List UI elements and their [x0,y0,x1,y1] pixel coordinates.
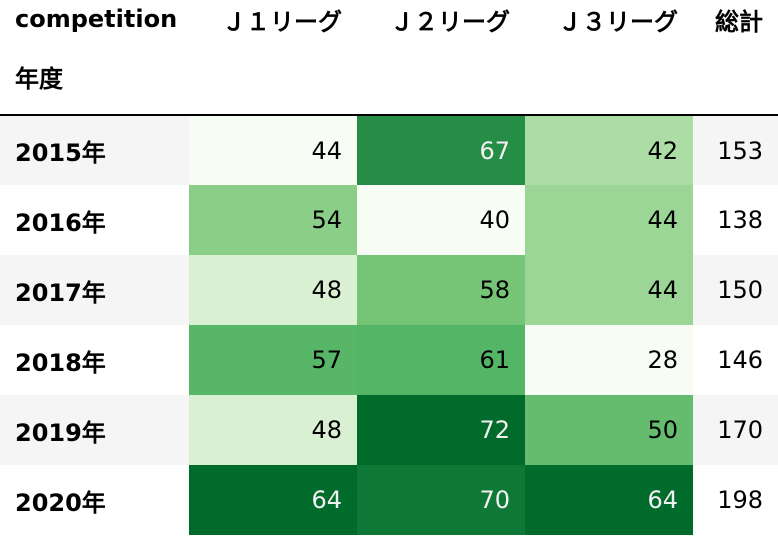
heatmap-cell: 44 [525,255,693,325]
total-cell: 150 [693,255,778,325]
column-header-j3: Ｊ３リーグ [558,7,678,36]
heatmap-cell: 64 [189,465,357,535]
heatmap-cell: 72 [357,395,525,465]
table-row: 2018年 57 61 28 146 [0,325,778,395]
heatmap-cell: 54 [189,185,357,255]
index-label: 年度 [15,64,63,93]
column-header-total: 総計 [715,7,763,36]
heatmap-cell: 64 [525,465,693,535]
heatmap-cell: 28 [525,325,693,395]
table-row: 2020年 64 70 64 198 [0,465,778,535]
total-cell: 170 [693,395,778,465]
row-label: 2019年 [0,395,189,465]
heatmap-cell: 67 [357,114,525,185]
heatmap-cell: 50 [525,395,693,465]
heatmap-cell: 44 [189,114,357,185]
heatmap-cell: 57 [189,325,357,395]
total-cell: 138 [693,185,778,255]
index-header-row: 年度 [0,38,778,115]
heatmap-cell: 58 [357,255,525,325]
heatmap-cell: 61 [357,325,525,395]
heatmap-cell: 48 [189,395,357,465]
heatmap-cell: 48 [189,255,357,325]
corner-label: competition [15,5,178,33]
row-label: 2016年 [0,185,189,255]
total-cell: 153 [693,114,778,185]
heatmap-cell: 42 [525,114,693,185]
table-row: 2017年 48 58 44 150 [0,255,778,325]
total-cell: 198 [693,465,778,535]
heatmap-cell: 70 [357,465,525,535]
row-label: 2018年 [0,325,189,395]
row-label: 2015年 [0,114,189,185]
column-header-j1: Ｊ１リーグ [222,7,342,36]
row-label: 2017年 [0,255,189,325]
column-header-j2: Ｊ２リーグ [390,7,510,36]
row-label: 2020年 [0,465,189,535]
table-row: 2019年 48 72 50 170 [0,395,778,465]
table-body: 2015年 44 67 42 153 2016年 54 40 44 138 2017年 48 58 44 1… [0,114,778,535]
heatmap-cell: 40 [357,185,525,255]
table-row: 2016年 54 40 44 138 [0,185,778,255]
heatmap-cell: 44 [525,185,693,255]
total-cell: 146 [693,325,778,395]
table-row: 2015年 44 67 42 153 [0,114,778,185]
column-header-row: competition Ｊ１リーグ Ｊ２リーグ Ｊ３リーグ 総計 [0,0,778,38]
